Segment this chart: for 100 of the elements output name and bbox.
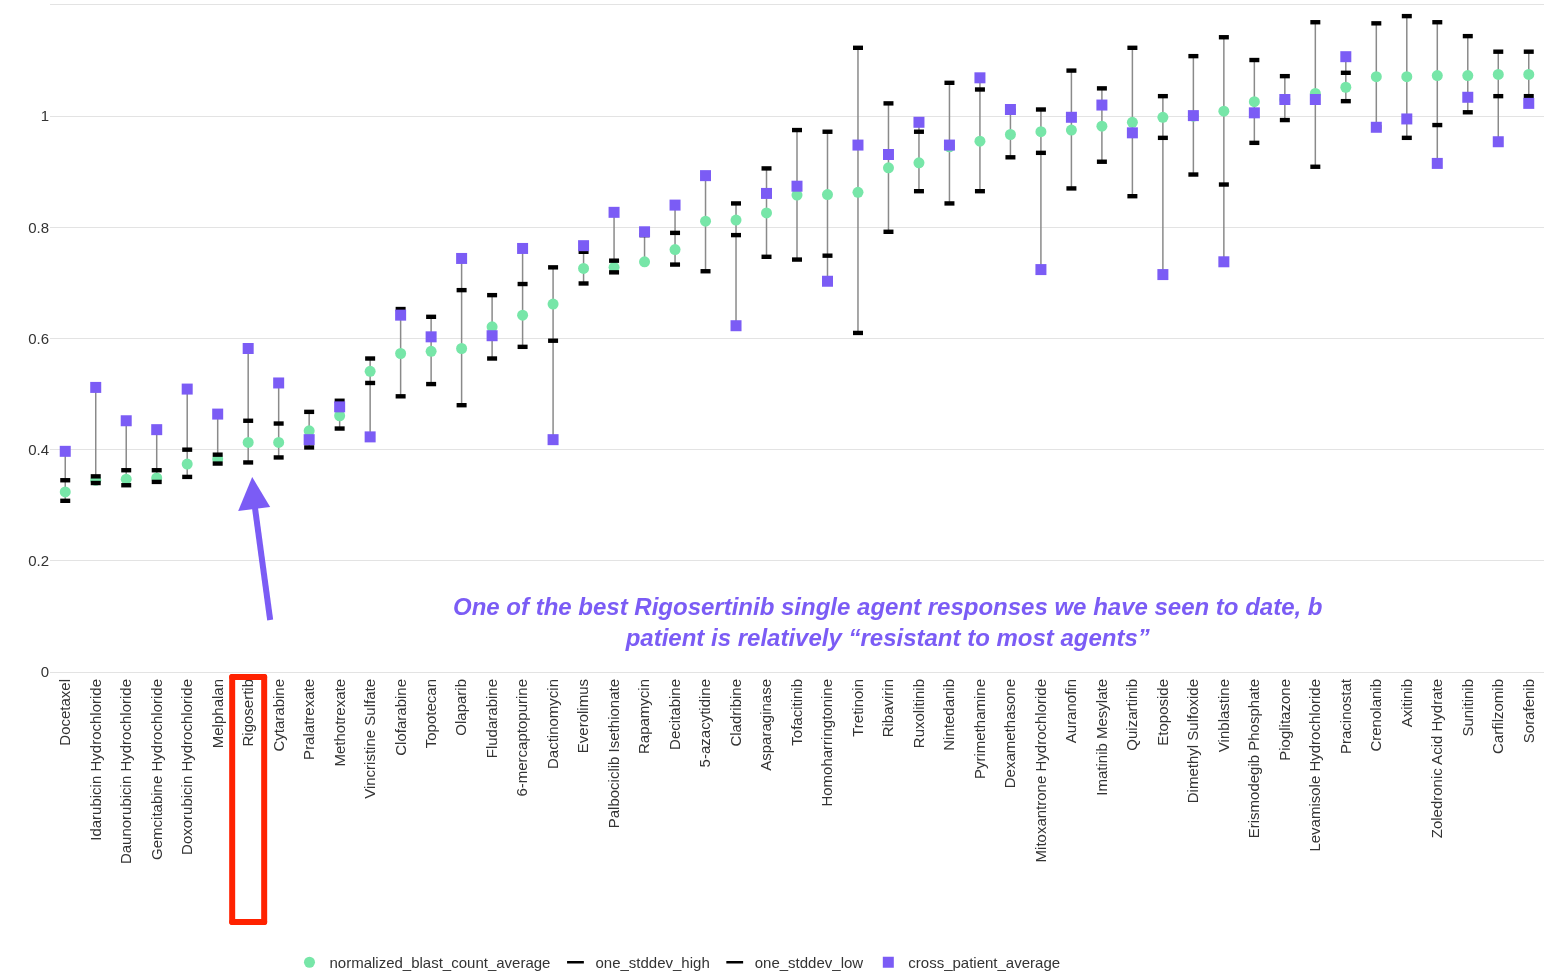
point (1248, 96, 1260, 108)
y-tick-label: 0.6 (28, 329, 49, 347)
point (761, 207, 773, 219)
x-tick-label: Homoharringtonine (818, 679, 836, 807)
point (1340, 81, 1352, 93)
x-tick-label: Quizartinib (1123, 679, 1141, 751)
x-tick-label: Pralatrexate (300, 679, 318, 760)
x-tick-label: Crenolanib (1367, 679, 1385, 752)
point (547, 434, 559, 446)
x-tick-label: Rapamycin (635, 679, 653, 755)
point (456, 252, 468, 264)
x-tick-label: Dactinomycin (543, 679, 561, 770)
point (1126, 116, 1138, 128)
x-tick-label: Sunitinib (1458, 679, 1476, 737)
point (821, 189, 833, 201)
point (547, 298, 559, 310)
point (1004, 129, 1016, 141)
point (1126, 127, 1138, 139)
point (212, 408, 224, 420)
x-tick-label: Tofacitinib (787, 679, 805, 746)
point (486, 330, 498, 342)
point (1157, 111, 1169, 123)
point (882, 149, 894, 161)
point (242, 343, 254, 355)
legend-label: one_stddev_low (754, 954, 864, 972)
legend-label: one_stddev_high (595, 954, 710, 972)
point (1218, 256, 1230, 268)
x-tick-label: Methotrexate (330, 679, 348, 767)
x-tick-label: Erismodegib Phosphate (1245, 679, 1263, 839)
point (151, 424, 163, 436)
x-tick-label: 5-azacytidine (696, 679, 714, 768)
point (334, 401, 346, 413)
x-tick-label: Mitoxantrone Hydrochloride (1031, 679, 1049, 863)
point (517, 309, 529, 321)
x-tick-label: Ruxolitinib (909, 679, 927, 749)
point (1035, 264, 1047, 276)
point (730, 214, 742, 226)
point (273, 436, 285, 448)
x-tick-label: Imatinib Mesylate (1092, 679, 1110, 796)
point (425, 331, 437, 343)
point (730, 320, 742, 332)
point (700, 215, 712, 227)
point (1157, 269, 1169, 281)
point (1492, 136, 1504, 148)
point (1523, 68, 1535, 80)
y-tick-label: 0.4 (28, 440, 49, 458)
point (608, 206, 620, 218)
point (1004, 104, 1016, 115)
x-tick-label: Fludarabine (482, 679, 500, 759)
x-tick-label: Clofarabine (391, 679, 409, 756)
point (852, 139, 864, 151)
y-tick-label: 0 (40, 663, 49, 681)
x-tick-label: Vincristine Sulfate (361, 679, 379, 799)
point (1370, 121, 1382, 133)
x-tick-label: Cytarabine (269, 679, 287, 752)
y-tick-label: 1 (40, 107, 49, 125)
x-tick-label: 6-mercaptopurine (513, 679, 531, 797)
point (303, 434, 315, 446)
point (669, 244, 681, 256)
x-tick-label: Zoledronic Acid Hydrate (1428, 679, 1446, 839)
point (1065, 111, 1077, 123)
point (1035, 126, 1047, 138)
x-tick-label: Cladribine (726, 679, 744, 747)
point (1370, 71, 1382, 83)
x-tick-label: Auranofin (1062, 679, 1080, 744)
point (913, 157, 925, 169)
x-tick-label: Nintedanib (940, 679, 958, 751)
x-tick-label: Topotecan (421, 679, 439, 749)
point (181, 383, 193, 395)
legend-label: normalized_blast_count_average (329, 954, 551, 972)
point (517, 242, 529, 254)
x-tick-label: Rigosertib (239, 679, 257, 747)
point (1248, 107, 1260, 119)
point (578, 262, 590, 274)
x-tick-label: Pyrimethamine (970, 679, 988, 780)
x-tick-label: Pioglitazone (1275, 679, 1293, 761)
x-tick-label: Olaparib (452, 679, 470, 736)
x-tick-label: Docetaxel (56, 679, 74, 746)
x-tick-label: Dimethyl Sulfoxide (1184, 679, 1202, 804)
point (821, 275, 833, 287)
point (59, 486, 71, 498)
point (1523, 97, 1535, 109)
x-tick-label: Ribavirin (879, 679, 897, 738)
x-tick-label: Gemcitabine Hydrochloride (147, 679, 165, 860)
x-tick-label: Dexamethasone (1001, 679, 1019, 789)
x-tick-label: Tretinoin (848, 679, 866, 737)
point (395, 309, 407, 321)
point (242, 436, 254, 448)
x-tick-label: Daunorubicin Hydrochloride (117, 679, 135, 865)
point (974, 135, 986, 147)
point (913, 116, 925, 128)
point (852, 186, 864, 198)
x-tick-label: Levamisole Hydrochloride (1306, 679, 1324, 852)
point (59, 445, 71, 457)
point (90, 381, 102, 393)
point (639, 256, 651, 268)
point (639, 226, 651, 238)
point (791, 180, 803, 192)
point (1065, 124, 1077, 136)
point (425, 345, 437, 357)
